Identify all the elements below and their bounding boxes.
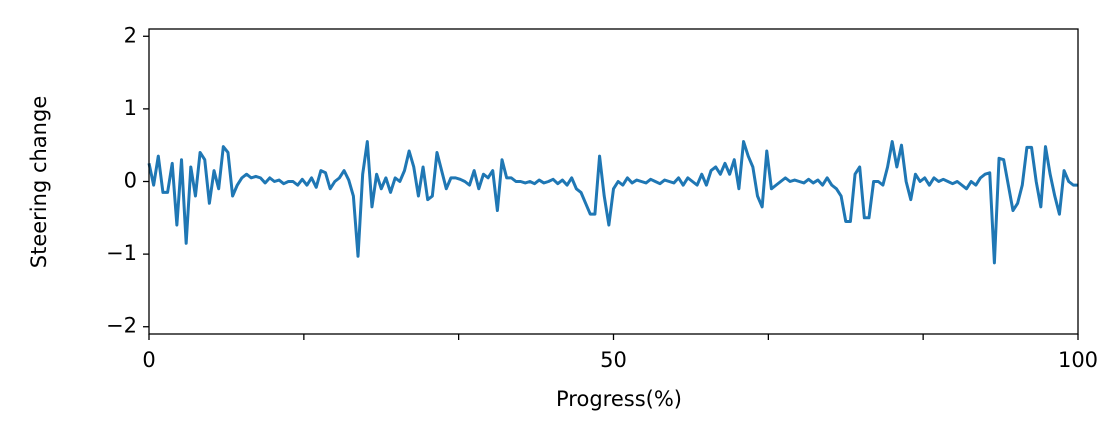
x-tick-label: 100 xyxy=(1058,348,1098,372)
x-tick-label: 50 xyxy=(600,348,627,372)
y-tick-label: 2 xyxy=(124,23,137,47)
data-line xyxy=(147,140,1078,265)
x-axis-label: Progress(%) xyxy=(556,387,682,411)
plot-frame xyxy=(148,28,1079,335)
y-tick-label: −1 xyxy=(106,241,137,265)
x-tick-label: 0 xyxy=(142,348,155,372)
y-tick-label: 0 xyxy=(124,169,137,193)
y-tick-label: −2 xyxy=(106,314,137,338)
y-tick-label: 1 xyxy=(124,96,137,120)
y-axis-label: Steering change xyxy=(27,96,51,268)
